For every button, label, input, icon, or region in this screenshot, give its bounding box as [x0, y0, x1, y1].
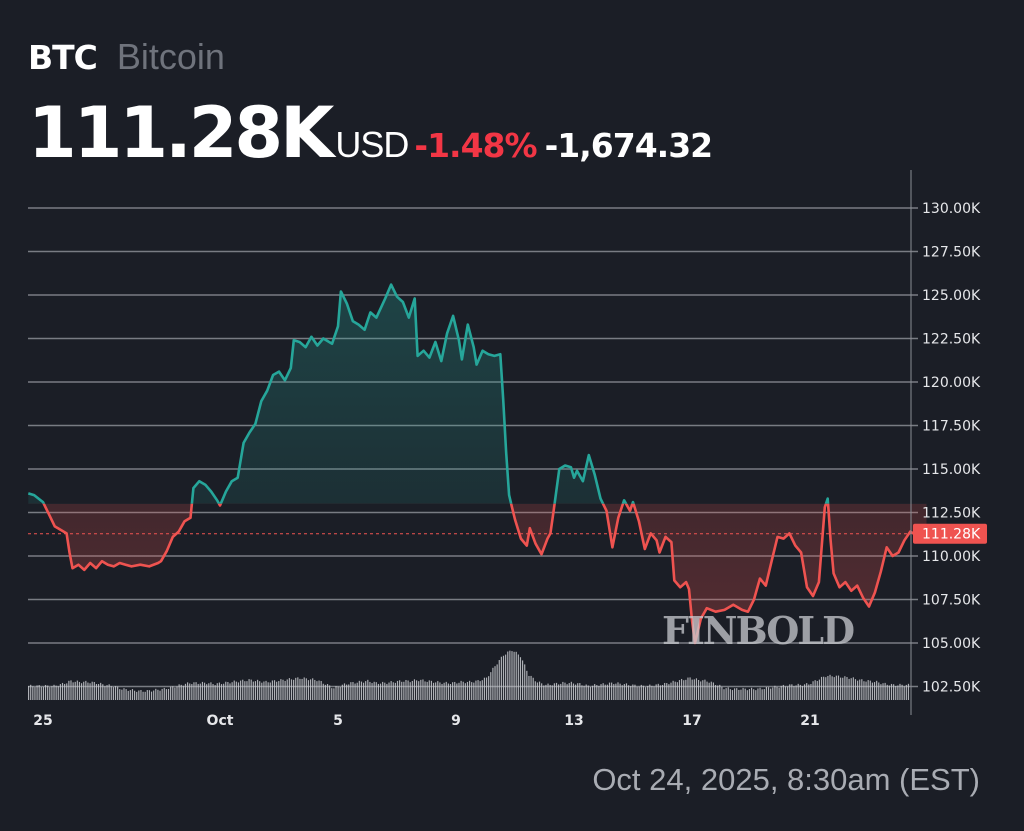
svg-text:111.28K: 111.28K [922, 527, 981, 543]
finbold-watermark: FINBOLD [662, 608, 854, 653]
price-axis-label: 112.50K [922, 506, 981, 522]
asset-name: Bitcoin [116, 36, 225, 77]
price-axis-label: 102.50K [922, 680, 981, 696]
currency-label: USD [335, 124, 409, 165]
time-axis-label: 9 [451, 713, 461, 729]
time-axis-label: 21 [800, 713, 819, 729]
price-axis: 130.00K 127.50K 125.00K 122.50K 120.00K 117.5… [922, 201, 981, 696]
change-percent: -1.48% [414, 126, 537, 165]
price-axis-label: 105.00K [922, 636, 981, 652]
price-axis-label: 127.50K [922, 245, 981, 261]
time-axis-label: 25 [33, 713, 52, 729]
price-axis-label: 115.00K [922, 462, 981, 478]
baseline-fill [28, 284, 927, 643]
price-axis-label: 122.50K [922, 332, 981, 348]
price-axis-label: 130.00K [922, 201, 981, 217]
ticker-symbol: BTC [28, 38, 98, 77]
timestamp: Oct 24, 2025, 8:30am (EST) [592, 762, 980, 797]
price-axis-label: 125.00K [922, 288, 981, 304]
price-axis-label: 107.50K [922, 593, 981, 609]
price-axis-label: 120.00K [922, 375, 981, 391]
time-axis: 25 Oct 5 9 13 17 21 [33, 713, 819, 729]
price-axis-label: 117.50K [922, 419, 981, 435]
price-summary: 111.28K USD -1.48% -1,674.32 [28, 92, 714, 174]
last-price-badge: 111.28K [913, 523, 987, 544]
time-axis-label: 13 [564, 713, 583, 729]
ticker-header: BTC Bitcoin [28, 36, 225, 78]
time-axis-label: 5 [333, 713, 343, 729]
time-axis-label: 17 [682, 713, 701, 729]
current-price: 111.28K [28, 92, 334, 174]
time-axis-label: Oct [207, 713, 234, 729]
price-axis-label: 110.00K [922, 549, 981, 565]
change-absolute: -1,674.32 [544, 126, 714, 165]
volume-bars [28, 650, 910, 700]
price-line [27, 283, 928, 645]
